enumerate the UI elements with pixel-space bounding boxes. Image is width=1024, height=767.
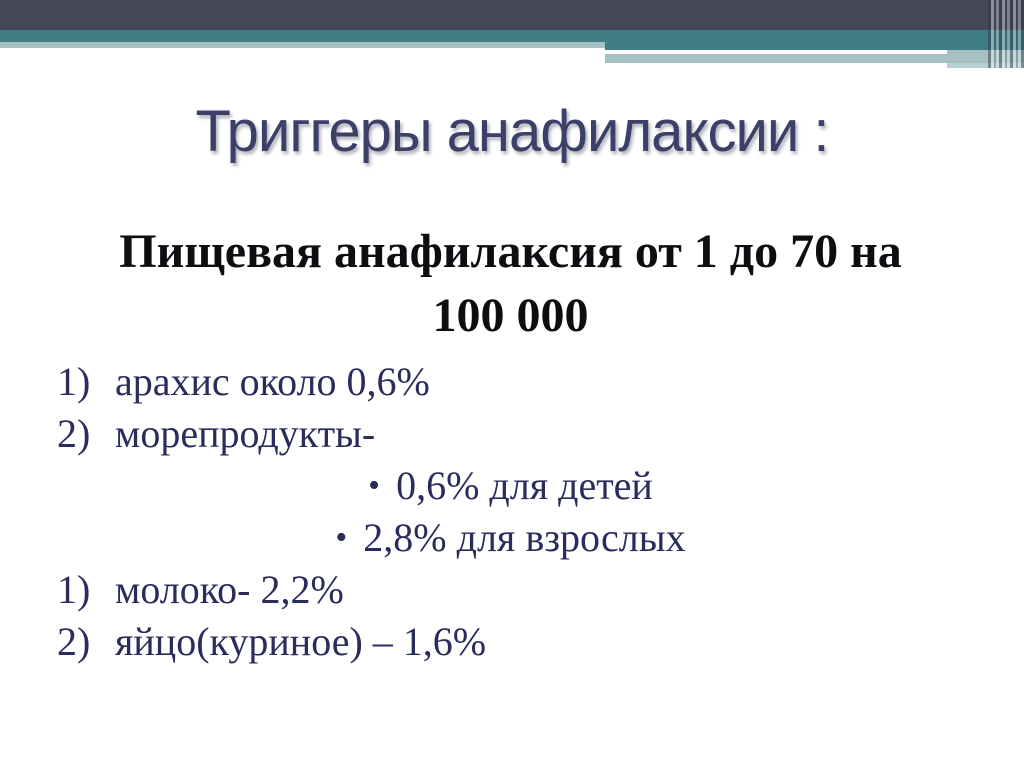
- list-item-text: молоко- 2,2%: [115, 567, 344, 612]
- body-heading-line1: Пищевая анафилаксия от 1 до 70 на: [119, 225, 902, 278]
- header-bar-sage-right: [605, 54, 1024, 63]
- list-item-text: арахис около 0,6%: [115, 359, 430, 404]
- list-item-marker: 1): [57, 567, 91, 612]
- list-item: 1) молоко- 2,2%: [57, 564, 964, 616]
- list-item: 2) яйцо(куриное) – 1,6%: [57, 616, 964, 668]
- list-item: 2) морепродукты-: [57, 408, 964, 460]
- header-bar-teal-right: [605, 42, 1024, 50]
- list-item: • 2,8% для взрослых: [57, 512, 964, 564]
- list-item-text: морепродукты-: [115, 411, 376, 456]
- body-heading: Пищевая анафилаксия от 1 до 70 на 100 00…: [57, 220, 964, 348]
- list-item: • 0,6% для детей: [57, 460, 964, 512]
- header-bar-teal: [0, 30, 1024, 42]
- header-bar-sage-lower: [947, 63, 1024, 68]
- slide-body: Пищевая анафилаксия от 1 до 70 на 100 00…: [57, 220, 964, 668]
- list-item-text: 2,8% для взрослых: [363, 515, 686, 560]
- list-item-marker: 2): [57, 619, 91, 664]
- bullet-dot-icon: •: [368, 467, 381, 504]
- list-item-text: яйцо(куриное) – 1,6%: [115, 619, 487, 664]
- list-item-marker: 2): [57, 411, 91, 456]
- header-bar-sage-left: [0, 42, 605, 48]
- trigger-list: 1) арахис около 0,6% 2) морепродукты- • …: [57, 356, 964, 668]
- list-item-text: 0,6% для детей: [396, 463, 653, 508]
- header-bar-sage-corner: [947, 50, 1024, 63]
- slide-title: Триггеры анафилаксии :: [195, 99, 830, 164]
- body-heading-line2: 100 000: [432, 289, 589, 342]
- header-bar-dark: [0, 0, 1024, 30]
- list-item-marker: 1): [57, 359, 91, 404]
- corner-stripes-decoration: [988, 0, 1024, 68]
- bullet-dot-icon: •: [335, 519, 348, 556]
- list-item: 1) арахис около 0,6%: [57, 356, 964, 408]
